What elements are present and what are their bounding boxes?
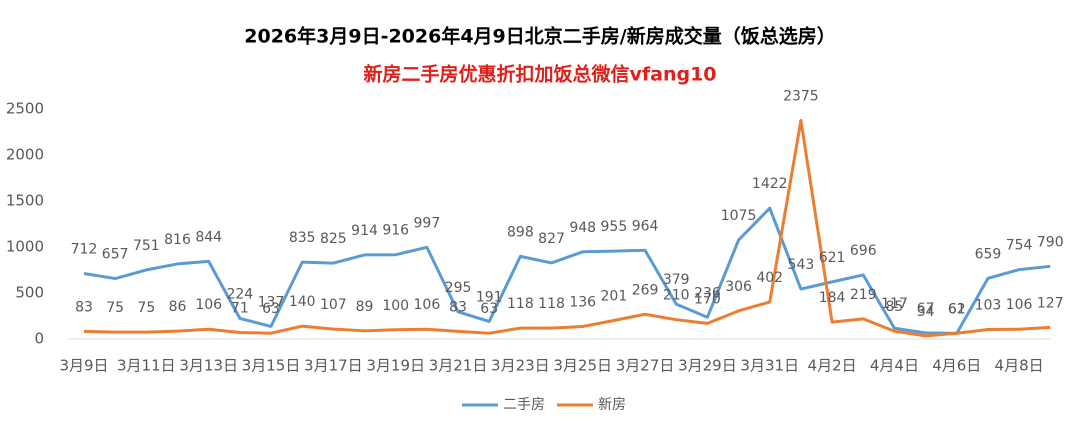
x-tick-label: 4月4日 [870, 357, 919, 375]
x-tick-label: 3月29日 [678, 357, 737, 375]
data-label: 63 [262, 301, 280, 317]
data-label: 103 [975, 298, 1002, 314]
x-tick-label: 3月15日 [242, 357, 301, 375]
data-label: 844 [195, 229, 222, 245]
data-label: 916 [382, 223, 409, 239]
data-label: 127 [1037, 295, 1064, 311]
data-label: 63 [480, 301, 498, 317]
data-label: 184 [819, 290, 846, 306]
x-tick-label: 3月21日 [429, 357, 488, 375]
data-label: 210 [663, 288, 690, 304]
x-tick-label: 3月23日 [491, 357, 550, 375]
data-label: 827 [538, 231, 565, 247]
data-label: 75 [106, 300, 124, 316]
series-line [83, 206, 1051, 335]
data-label: 816 [164, 232, 191, 248]
data-label: 83 [449, 299, 467, 315]
data-label: 898 [507, 224, 534, 240]
x-tick-label: 4月2日 [808, 357, 857, 375]
data-label: 117 [881, 296, 908, 312]
x-tick-label: 4月6日 [932, 357, 981, 375]
data-label: 100 [382, 298, 409, 314]
x-tick-label: 3月25日 [553, 357, 612, 375]
y-tick-label: 1500 [6, 192, 44, 210]
x-tick-label: 3月19日 [366, 357, 425, 375]
y-tick-label: 2000 [6, 146, 44, 164]
data-label: 83 [75, 299, 93, 315]
data-label: 790 [1037, 234, 1064, 250]
data-label: 62 [948, 301, 966, 317]
data-label: 914 [351, 223, 378, 239]
data-label: 75 [137, 300, 155, 316]
data-label: 964 [632, 218, 659, 234]
data-label: 224 [226, 286, 253, 302]
data-label: 1422 [752, 176, 788, 192]
data-label: 118 [507, 296, 534, 312]
x-tick-label: 4月8日 [995, 357, 1044, 375]
data-label: 712 [71, 241, 98, 257]
chart-subtitle: 新房二手房优惠折扣加饭总微信vfang10 [363, 63, 716, 86]
data-label: 754 [1006, 238, 1033, 254]
x-tick-label: 3月17日 [304, 357, 363, 375]
y-tick-label: 500 [15, 284, 44, 302]
data-label: 543 [788, 257, 815, 273]
data-label: 621 [819, 250, 846, 266]
data-label: 61 [948, 301, 966, 317]
data-label: 191 [476, 289, 503, 305]
legend-label: 新房 [598, 397, 626, 413]
data-label: 306 [725, 279, 752, 295]
data-label: 1075 [721, 208, 757, 224]
data-label: 402 [756, 270, 783, 286]
data-label: 2375 [783, 89, 819, 105]
x-tick-label: 3月27日 [616, 357, 675, 375]
data-label: 269 [632, 282, 659, 298]
data-label: 136 [569, 294, 596, 310]
data-label: 948 [569, 220, 596, 236]
data-label: 89 [356, 299, 374, 315]
x-tick-label: 3月11日 [117, 357, 176, 375]
data-label: 955 [601, 219, 628, 235]
data-label: 657 [102, 247, 129, 263]
legend-label: 二手房 [503, 397, 545, 413]
series-line [83, 119, 1051, 338]
data-label: 835 [289, 230, 316, 246]
data-label: 997 [414, 215, 441, 231]
data-label: 106 [414, 297, 441, 313]
y-tick-label: 1000 [6, 238, 44, 256]
data-label: 34 [917, 304, 935, 320]
data-label: 85 [886, 299, 904, 315]
data-label: 825 [320, 231, 347, 247]
data-label: 106 [195, 297, 222, 313]
y-tick-label: 0 [34, 330, 44, 348]
data-label: 751 [133, 238, 160, 254]
data-label: 219 [850, 287, 877, 303]
data-label: 659 [975, 246, 1002, 262]
data-label: 107 [320, 297, 347, 313]
data-label: 140 [289, 294, 316, 310]
data-label: 170 [694, 291, 721, 307]
data-label: 201 [601, 289, 628, 305]
data-label: 236 [694, 285, 721, 301]
data-label: 86 [169, 299, 187, 315]
data-label: 106 [1006, 297, 1033, 313]
data-label: 295 [445, 280, 472, 296]
data-label: 696 [850, 243, 877, 259]
data-label: 137 [258, 294, 285, 310]
data-label: 379 [663, 272, 690, 288]
data-label: 118 [538, 296, 565, 312]
x-tick-label: 3月9日 [59, 357, 108, 375]
chart-title: 2026年3月9日-2026年4月9日北京二手房/新房成交量（饭总选房） [244, 25, 835, 48]
x-tick-label: 3月31日 [740, 357, 799, 375]
data-label: 71 [231, 300, 249, 316]
x-tick-label: 3月13日 [179, 357, 238, 375]
y-tick-label: 2500 [6, 100, 44, 118]
data-label: 67 [917, 301, 935, 317]
